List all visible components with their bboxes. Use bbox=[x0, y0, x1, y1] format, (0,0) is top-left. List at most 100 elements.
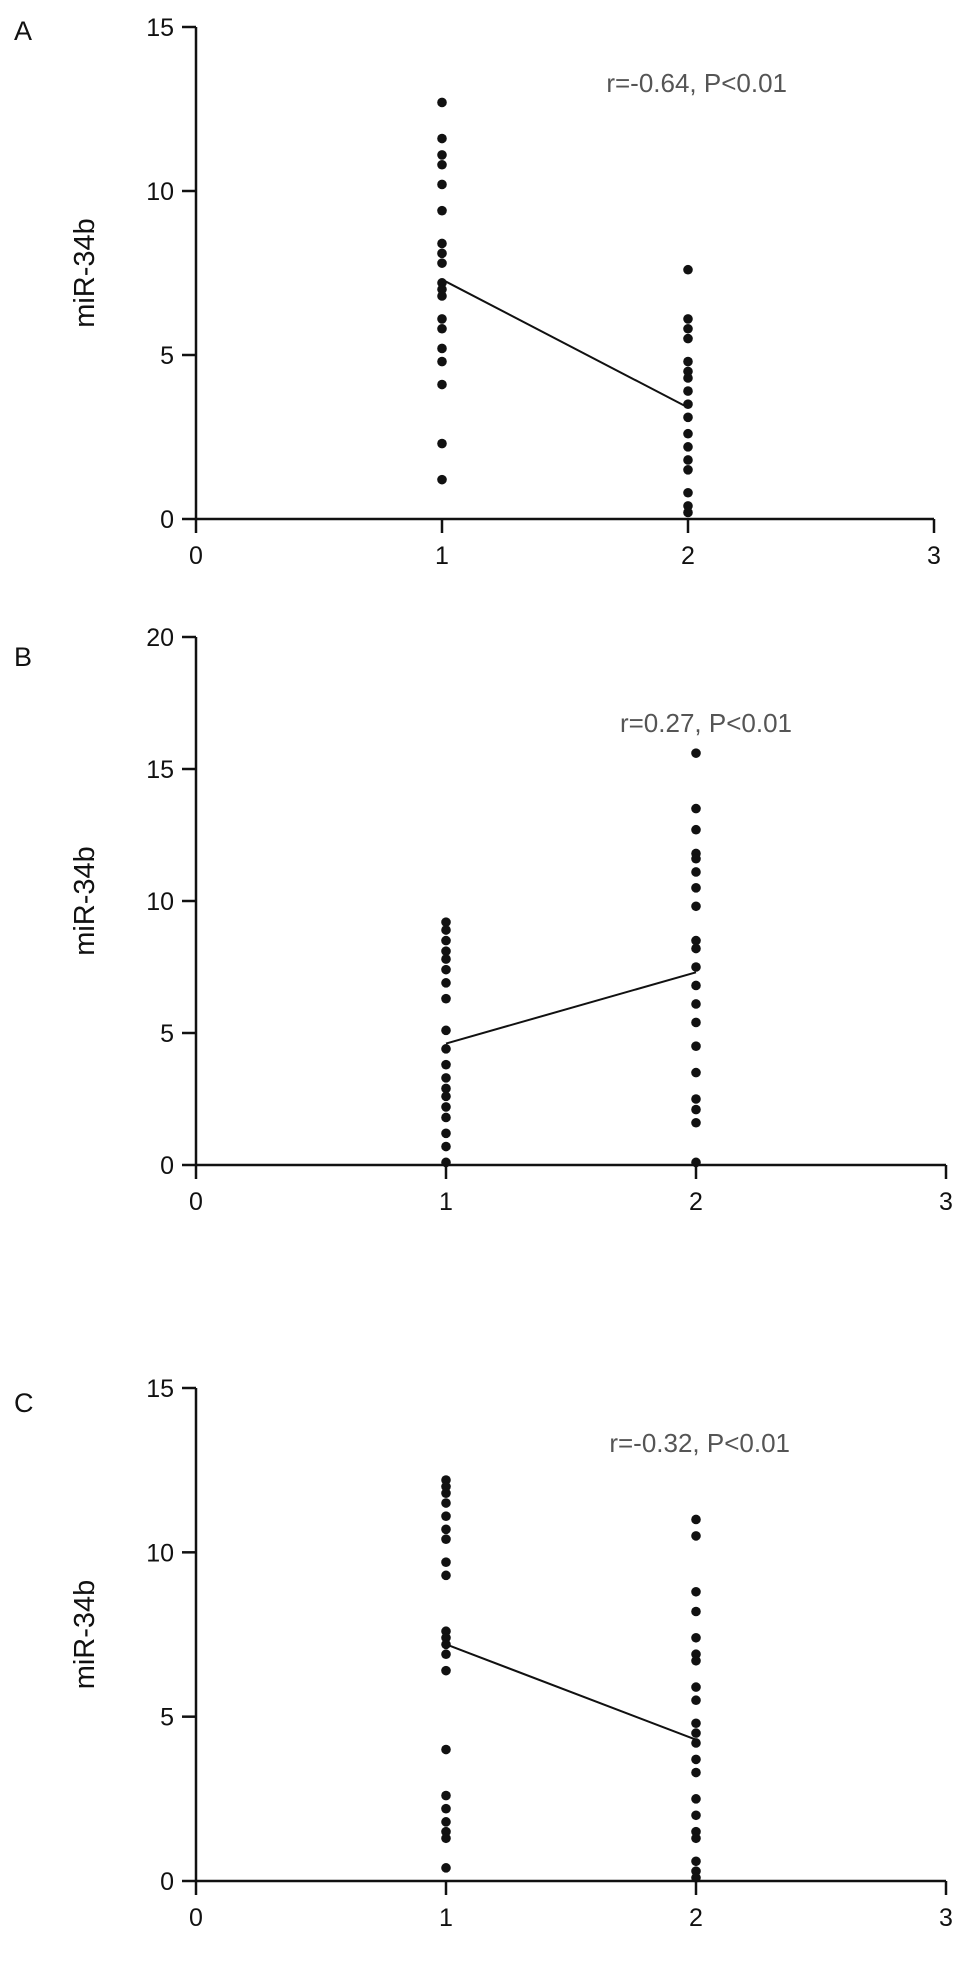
data-point bbox=[441, 1157, 451, 1168]
data-point bbox=[441, 1570, 451, 1581]
data-point bbox=[437, 97, 447, 108]
chart-panel-b: B 0 5 10 15 20 0 1 2 3 miR-34b r=0.27, P<0.01 bbox=[14, 624, 953, 1216]
data-point bbox=[437, 356, 447, 367]
data-point bbox=[441, 1790, 451, 1801]
y-tick-label: 0 bbox=[160, 1152, 174, 1180]
data-point bbox=[441, 1481, 451, 1492]
data-point bbox=[437, 284, 447, 295]
data-point bbox=[441, 1112, 451, 1123]
data-point bbox=[691, 1531, 701, 1541]
data-point bbox=[441, 1649, 451, 1660]
panel-letter: A bbox=[14, 16, 32, 46]
data-point bbox=[683, 501, 693, 511]
y-tick-label: 15 bbox=[146, 756, 174, 784]
data-point bbox=[683, 412, 693, 423]
correlation-annotation: r=0.27, P<0.01 bbox=[620, 708, 792, 738]
data-point bbox=[441, 1073, 451, 1083]
data-point bbox=[691, 980, 701, 991]
y-tick-label: 10 bbox=[146, 888, 174, 916]
data-point bbox=[691, 1682, 701, 1692]
data-point bbox=[691, 1632, 701, 1643]
data-point bbox=[441, 1102, 451, 1112]
y-tick-label: 20 bbox=[146, 624, 174, 652]
data-point bbox=[683, 428, 693, 439]
data-point bbox=[437, 323, 447, 334]
data-point bbox=[683, 386, 693, 396]
data-point bbox=[437, 205, 447, 216]
correlation-annotation: r=-0.32, P<0.01 bbox=[609, 1428, 790, 1458]
data-point bbox=[437, 278, 447, 288]
data-point bbox=[441, 1488, 451, 1498]
data-point bbox=[691, 1017, 701, 1028]
data-point bbox=[441, 1475, 451, 1485]
data-point bbox=[441, 1524, 451, 1535]
data-point bbox=[691, 1833, 701, 1844]
data-point bbox=[691, 1655, 701, 1666]
data-point bbox=[691, 1728, 701, 1738]
data-point bbox=[691, 1695, 701, 1706]
data-point bbox=[441, 993, 451, 1004]
data-point bbox=[691, 1754, 701, 1765]
data-point bbox=[441, 1639, 451, 1650]
x-tick-label: 2 bbox=[689, 1188, 703, 1216]
data-point bbox=[437, 238, 447, 249]
y-tick-label: 0 bbox=[160, 1868, 174, 1896]
data-point bbox=[683, 356, 693, 367]
data-point bbox=[683, 507, 693, 518]
data-point bbox=[691, 1856, 701, 1867]
data-point bbox=[691, 1157, 701, 1168]
data-point bbox=[437, 438, 447, 449]
data-point bbox=[441, 1744, 451, 1755]
chart-panel-c: C 0 5 10 15 0 1 2 3 miR-34b r=-0.32, P<0.01 bbox=[14, 1375, 953, 1932]
data-point bbox=[437, 291, 447, 301]
x-tick-label: 2 bbox=[681, 542, 695, 570]
data-point bbox=[441, 1498, 451, 1508]
data-point bbox=[691, 1826, 701, 1837]
y-tick-label: 0 bbox=[160, 506, 174, 534]
data-point bbox=[691, 1738, 701, 1748]
data-point bbox=[441, 1557, 451, 1567]
data-point bbox=[437, 179, 447, 190]
data-point bbox=[437, 248, 447, 259]
y-axis-label: miR-34b bbox=[69, 846, 101, 956]
y-tick-label: 10 bbox=[146, 1539, 174, 1567]
data-point bbox=[441, 1826, 451, 1837]
trend-line bbox=[445, 971, 697, 1045]
y-axis-label: miR-34b bbox=[69, 1580, 101, 1690]
x-tick-label: 1 bbox=[439, 1904, 453, 1932]
trend-line bbox=[441, 278, 689, 409]
data-point bbox=[691, 962, 701, 972]
data-point bbox=[691, 1649, 701, 1660]
data-point bbox=[691, 1866, 701, 1876]
data-point bbox=[441, 1025, 451, 1036]
data-point bbox=[441, 935, 451, 946]
data-point bbox=[691, 901, 701, 912]
y-tick-label: 5 bbox=[160, 1704, 174, 1732]
data-point bbox=[441, 1803, 451, 1814]
data-point bbox=[691, 1810, 701, 1821]
data-point bbox=[441, 1665, 451, 1676]
x-tick-label: 0 bbox=[189, 1904, 203, 1932]
data-point bbox=[441, 1534, 451, 1544]
y-tick-label: 5 bbox=[160, 1020, 174, 1048]
data-point bbox=[441, 925, 451, 935]
x-tick-label: 3 bbox=[939, 1904, 953, 1932]
data-point bbox=[691, 943, 701, 954]
data-point bbox=[441, 1626, 451, 1637]
data-point bbox=[691, 1094, 701, 1104]
data-point bbox=[691, 1041, 701, 1051]
data-point bbox=[437, 159, 447, 170]
data-point bbox=[691, 935, 701, 946]
data-point bbox=[441, 917, 451, 927]
data-point bbox=[437, 133, 447, 144]
data-point bbox=[441, 946, 451, 956]
data-point bbox=[691, 1794, 701, 1804]
data-point bbox=[691, 1514, 701, 1525]
x-tick-label: 1 bbox=[435, 542, 449, 570]
trend-line bbox=[445, 1643, 697, 1741]
y-tick-label: 15 bbox=[146, 1375, 174, 1403]
data-point bbox=[691, 1606, 701, 1617]
data-point bbox=[691, 1767, 701, 1778]
data-point bbox=[683, 314, 693, 324]
